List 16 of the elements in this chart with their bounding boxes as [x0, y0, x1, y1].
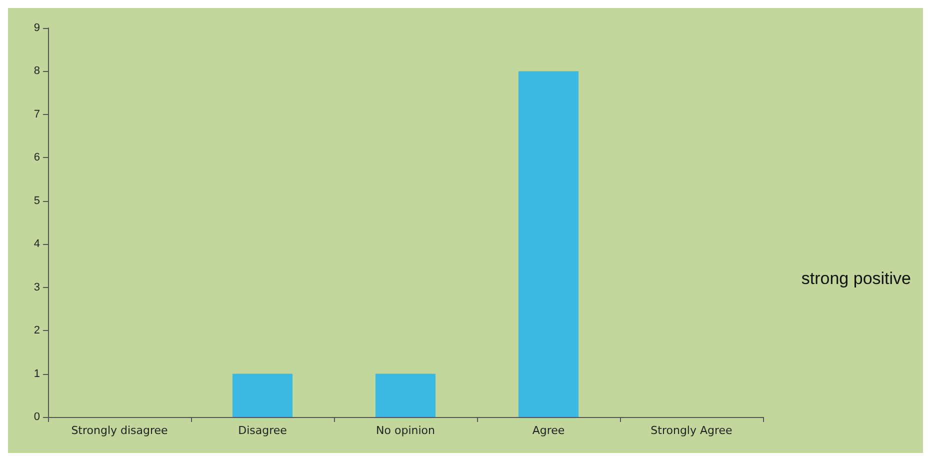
y-tick-label: 8	[34, 65, 40, 78]
x-tick-label: Disagree	[238, 424, 288, 437]
y-tick-label: 6	[34, 152, 40, 164]
x-tick-label: No opinion	[376, 424, 436, 437]
x-tick-label: Strongly disagree	[71, 424, 168, 437]
text: strong positive	[801, 269, 912, 288]
y-tick-label: 1	[34, 368, 40, 380]
y-tick-label: 5	[34, 194, 40, 207]
y-tick-label: 9	[34, 22, 40, 34]
y-tick-label: 2	[34, 324, 40, 337]
y-tick-label: 0	[34, 411, 40, 423]
x-tick-label: Agree	[532, 424, 565, 437]
y-tick-label: 3	[34, 281, 40, 294]
y-tick-label: 7	[34, 108, 40, 120]
x-tick-label: Strongly Agree	[650, 424, 733, 437]
y-tick-label: 4	[34, 238, 40, 250]
